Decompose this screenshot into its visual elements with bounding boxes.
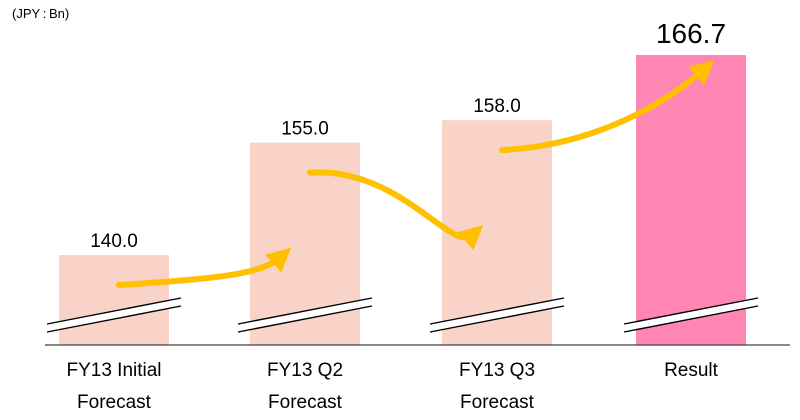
growth-arrow-1	[307, 169, 484, 251]
bar-0	[59, 255, 169, 345]
bar-3	[636, 55, 746, 345]
axis-break-line-lower-1	[237, 305, 373, 333]
category-label-2-0: FY13 Q3	[459, 360, 535, 381]
axis-break-line-lower-2	[429, 305, 565, 333]
category-label-1-1: Forecast	[268, 392, 343, 413]
category-label-3-0: Result	[664, 360, 719, 381]
category-label-2-1: Forecast	[460, 392, 535, 413]
bars-layer	[59, 55, 746, 345]
axis-break-line-lower-3	[623, 305, 759, 333]
axis-break-band-3	[624, 298, 758, 332]
unit-label: (JPY : Bn)	[12, 6, 70, 21]
growth-arrow-2	[499, 59, 715, 154]
category-label-0-0: FY13 Initial	[66, 360, 161, 381]
axis-break-line-upper-0	[46, 297, 182, 325]
category-label-1-0: FY13 Q2	[267, 360, 343, 381]
value-label-1: 155.0	[281, 119, 329, 140]
axis-break-line-upper-1	[237, 297, 373, 325]
labels-layer: 140.0 FY13 Initial Forecast 155.0 FY13 Q2 For…	[66, 18, 726, 413]
axis-break-line-upper-2	[429, 297, 565, 325]
axis-break-line-lower-0	[46, 305, 182, 333]
value-label-3: 166.7	[656, 18, 726, 49]
axis-break-band-2	[430, 298, 564, 332]
category-label-0-1: Forecast	[77, 392, 152, 413]
value-label-0: 140.0	[90, 231, 138, 252]
axis-breaks-layer	[46, 297, 759, 333]
growth-arrows-layer	[116, 59, 715, 288]
axis-break-band-0	[47, 298, 181, 332]
axis-break-band-1	[238, 298, 372, 332]
value-label-2: 158.0	[473, 96, 521, 117]
axis-break-line-upper-3	[623, 297, 759, 325]
growth-arrow-0	[116, 247, 292, 288]
